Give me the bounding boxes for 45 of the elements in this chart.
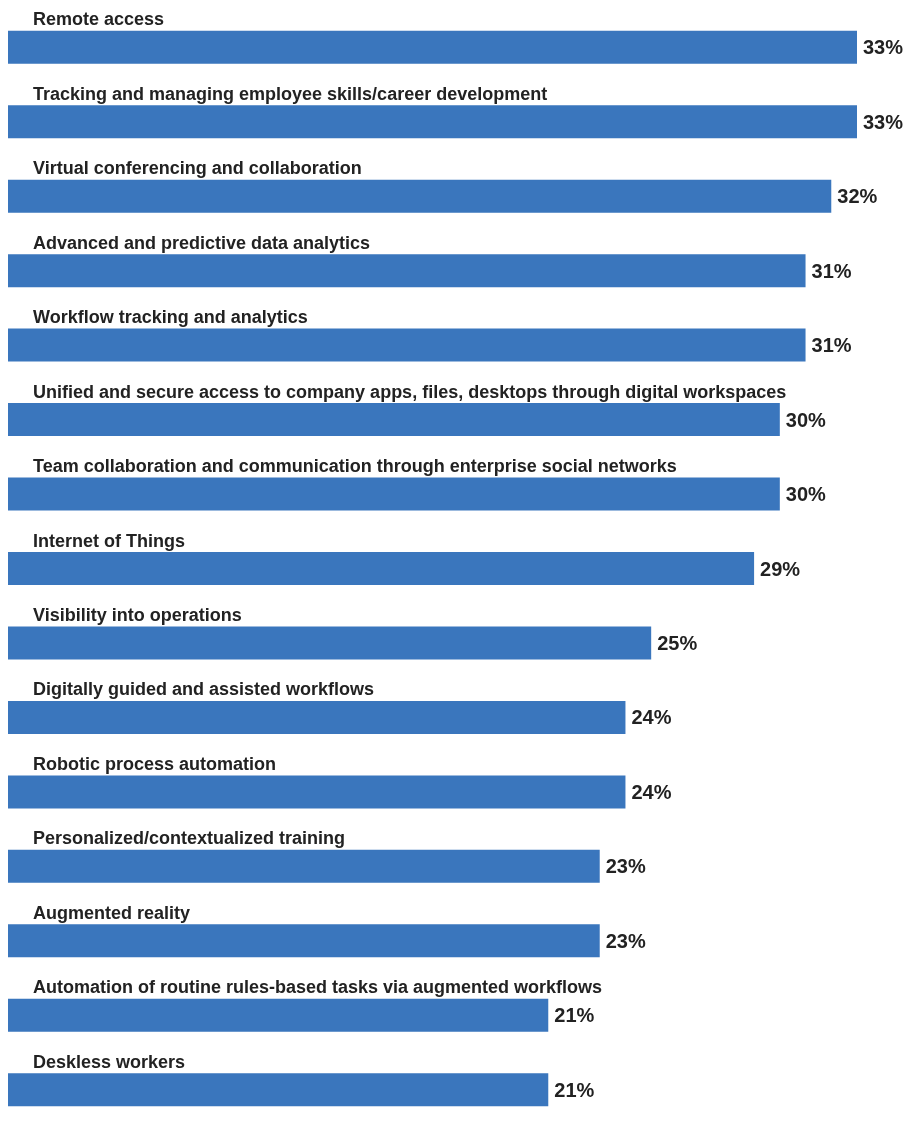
data-label: 31%	[811, 259, 852, 282]
data-label: 33%	[863, 36, 904, 59]
y-tick-label: Remote access	[33, 9, 165, 30]
data-label: 23%	[605, 929, 646, 952]
y-tick-label: Automation of routine rules-based tasks via augmented workflows	[33, 977, 603, 998]
data-label: 25%	[657, 631, 698, 654]
bar	[8, 849, 600, 883]
y-tick-label: Tracking and managing employee skills/career development	[33, 83, 548, 104]
data-label: 33%	[863, 110, 904, 133]
bar	[8, 179, 832, 213]
bar	[8, 105, 857, 139]
bar	[8, 700, 626, 734]
y-tick-label: Robotic process automation	[33, 753, 277, 774]
y-tick-label: Workflow tracking and analytics	[33, 307, 308, 328]
bar	[8, 328, 806, 362]
y-tick-label: Personalized/contextualized training	[33, 828, 346, 849]
bar	[8, 552, 755, 585]
data-label: 23%	[605, 855, 646, 878]
y-tick-label: Virtual conferencing and collaboration	[33, 158, 362, 179]
data-label: 30%	[785, 483, 827, 506]
data-label: 24%	[631, 706, 672, 729]
data-label: 24%	[631, 780, 672, 803]
data-label: 31%	[811, 334, 852, 357]
data-label: 32%	[837, 185, 878, 208]
bar	[8, 924, 600, 958]
bar	[8, 30, 857, 64]
bar	[8, 775, 626, 809]
y-tick-label: Internet of Things	[33, 530, 185, 551]
data-label: 21%	[554, 1078, 595, 1101]
y-tick-label: Advanced and predictive data analytics	[33, 232, 371, 253]
bar	[8, 1073, 549, 1107]
y-tick-label: Visibility into operations	[33, 604, 242, 625]
y-tick-label: Digitally guided and assisted workflows	[33, 679, 375, 700]
bar	[8, 626, 652, 660]
bar	[8, 998, 549, 1032]
data-label: 30%	[785, 408, 827, 431]
y-tick-label: Augmented reality	[33, 902, 191, 923]
y-tick-label: Deskless workers	[33, 1051, 186, 1072]
data-label: 29%	[760, 557, 801, 580]
bar	[8, 254, 806, 288]
bar	[8, 403, 780, 437]
y-tick-label: Team collaboration and communication through enterprise social networks	[33, 456, 677, 477]
data-label: 21%	[554, 1004, 595, 1027]
bar	[8, 477, 780, 511]
y-tick-label: Unified and secure access to company apps, files, desktops through digital workspaces	[33, 381, 787, 402]
